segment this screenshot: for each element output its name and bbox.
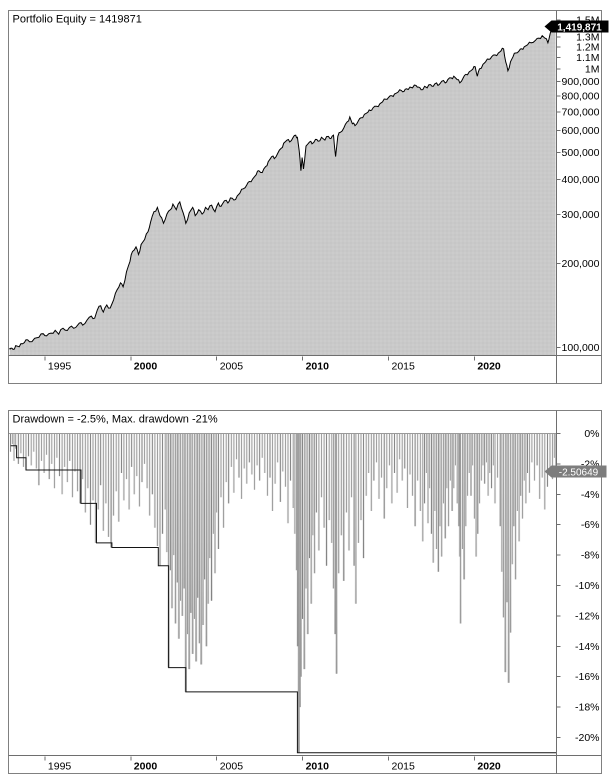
y-tick-label: 0% [584, 428, 599, 440]
y-tick-label: 600,000 [562, 125, 600, 137]
equity-panel: 1.5M1.3M1.2M1.1M1M900,000800,000700,0006… [8, 10, 609, 384]
y-tick-label: -18% [575, 702, 600, 714]
y-tick-label: -6% [581, 519, 600, 531]
drawdown-current-value-badge: -2.50649 [544, 465, 607, 479]
x-tick-label: 2000 [134, 361, 158, 373]
y-tick-label: 200,000 [562, 258, 600, 270]
y-tick-label: -16% [575, 671, 600, 683]
x-tick-label: 1995 [48, 361, 72, 373]
y-tick-label: 400,000 [562, 174, 600, 186]
drawdown-axes: 0%-2%-4%-6%-8%-10%-12%-14%-16%-18%-20%19… [44, 428, 600, 773]
equity-title: Portfolio Equity = 1419871 [13, 14, 142, 26]
drawdown-title: Drawdown = -2.5%, Max. drawdown -21% [13, 414, 218, 426]
x-tick-label: 1995 [48, 761, 72, 773]
equity-last-value-badge: 1,419,871 [544, 20, 609, 34]
y-tick-label: -10% [575, 580, 600, 592]
equity-badge-label: 1,419,871 [557, 23, 602, 34]
max-drawdown-staircase [10, 445, 557, 754]
equity-axes: 1.5M1.3M1.2M1.1M1M900,000800,000700,0006… [44, 14, 600, 373]
y-tick-label: 900,000 [562, 76, 600, 88]
y-tick-label: 1.1M [576, 52, 599, 64]
x-tick-label: 2020 [477, 361, 501, 373]
x-tick-label: 2020 [477, 761, 501, 773]
drawdown-panel: 0%-2%-4%-6%-8%-10%-12%-14%-16%-18%-20%19… [8, 410, 607, 774]
y-tick-label: 500,000 [562, 147, 600, 159]
x-tick-label: 2000 [134, 761, 158, 773]
y-tick-label: 100,000 [562, 342, 600, 354]
y-tick-label: 800,000 [562, 90, 600, 102]
y-tick-label: 1.3M [576, 32, 599, 44]
drawdown-badge-label: -2.50649 [559, 468, 599, 479]
y-tick-label: -12% [575, 610, 600, 622]
x-tick-label: 2005 [220, 761, 244, 773]
equity-badge-arrow [544, 20, 609, 33]
y-tick-label: -20% [575, 732, 600, 744]
equity-area [9, 22, 556, 356]
drawdown-panel-border [8, 410, 602, 774]
x-tick-label: 2015 [392, 361, 416, 373]
y-tick-label: 1.2M [576, 41, 599, 53]
y-tick-label: 1M [585, 63, 600, 75]
drawdown-badge-arrow [544, 465, 607, 478]
equity-series [9, 20, 556, 356]
x-tick-label: 2015 [392, 761, 416, 773]
x-tick-label: 2005 [220, 361, 244, 373]
y-tick-label: 300,000 [562, 209, 600, 221]
equity-panel-border [8, 10, 602, 384]
y-tick-label: -4% [581, 489, 600, 501]
drawdown-series [8, 433, 558, 754]
y-tick-label: 700,000 [562, 107, 600, 119]
x-tick-label: 2010 [306, 761, 330, 773]
x-tick-label: 2010 [306, 361, 330, 373]
y-tick-label: -14% [575, 641, 600, 653]
equity-line [9, 20, 556, 351]
y-tick-label: -8% [581, 550, 600, 562]
